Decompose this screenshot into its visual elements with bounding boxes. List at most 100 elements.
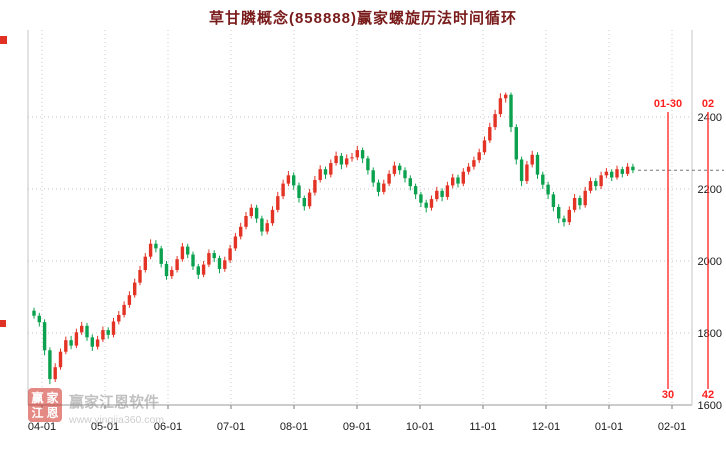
- candle-body: [133, 282, 137, 296]
- candle-body: [466, 166, 471, 172]
- candle-body: [376, 182, 381, 192]
- candle-body: [106, 330, 110, 335]
- candle-body: [588, 181, 593, 191]
- candle-body: [143, 256, 147, 270]
- candle-body: [48, 350, 52, 380]
- x-axis-label: 02-01: [658, 421, 686, 433]
- candle-body: [334, 155, 338, 164]
- candle-body: [37, 315, 41, 323]
- candle-body: [286, 175, 291, 184]
- candle-body: [604, 171, 609, 176]
- candle-body: [207, 253, 211, 265]
- candle-body: [74, 332, 79, 346]
- candle-body: [138, 270, 142, 283]
- candle-body: [212, 253, 216, 259]
- candle-body: [191, 254, 195, 267]
- candle-body: [186, 246, 190, 255]
- candle-body: [239, 226, 243, 237]
- candle-body: [493, 114, 497, 128]
- candle-body: [387, 173, 391, 184]
- x-axis-label: 10-01: [406, 421, 434, 433]
- candle-body: [535, 154, 540, 175]
- candle-body: [329, 163, 333, 175]
- y-axis-label: 2200: [698, 184, 722, 196]
- candle-body: [196, 266, 200, 275]
- y-axis-label: 2400: [698, 112, 722, 124]
- candle-body: [599, 175, 603, 187]
- candle-body: [345, 158, 349, 165]
- candle-body: [164, 263, 169, 277]
- candle-body: [429, 199, 434, 208]
- x-axis-label: 06-01: [154, 421, 182, 433]
- candle-body: [610, 171, 614, 178]
- candle-body: [159, 248, 163, 264]
- candle-body: [504, 94, 508, 99]
- candle-body: [111, 321, 116, 335]
- candle-body: [292, 175, 296, 186]
- candle-body: [254, 207, 259, 219]
- candle-body: [101, 330, 105, 340]
- candle-body: [482, 140, 487, 153]
- candle-body: [514, 127, 518, 160]
- candle-body: [371, 170, 375, 183]
- candle-body: [488, 127, 492, 141]
- candle-body: [477, 152, 481, 161]
- candle-body: [122, 304, 126, 315]
- candle-body: [382, 183, 386, 192]
- y-axis-label: 1800: [698, 328, 722, 340]
- candle-body: [249, 207, 253, 216]
- candle-body: [424, 202, 428, 208]
- candle-body: [625, 166, 630, 174]
- candle-body: [80, 325, 84, 333]
- candle-body: [318, 169, 322, 180]
- x-axis-label: 07-01: [217, 421, 245, 433]
- candle-body: [58, 351, 63, 368]
- candle-body: [244, 216, 248, 227]
- candle-body: [530, 154, 534, 165]
- candle-body: [217, 258, 222, 269]
- candle-body: [398, 165, 402, 171]
- candle-body: [223, 260, 227, 269]
- candle-body: [69, 340, 73, 346]
- candle-body: [180, 246, 185, 260]
- candle-body: [578, 198, 582, 206]
- candle-body: [297, 185, 301, 198]
- candle-body: [233, 236, 238, 249]
- candle-body: [472, 160, 476, 167]
- candle-body: [435, 190, 439, 200]
- candle-body: [498, 98, 503, 115]
- candle-body: [170, 270, 174, 277]
- candle-body: [525, 164, 529, 182]
- candle-body: [615, 169, 619, 178]
- candle-body: [281, 183, 285, 197]
- candle-body: [148, 243, 153, 257]
- left-edge-red-marker-icon: [0, 320, 6, 327]
- candle-body: [175, 259, 179, 270]
- x-axis-label: 01-01: [595, 421, 623, 433]
- y-axis-label: 1600: [698, 400, 722, 412]
- candle-body: [583, 190, 587, 206]
- candle-body: [350, 157, 354, 159]
- candle-body: [360, 150, 365, 159]
- candle-body: [85, 325, 89, 338]
- candle-body: [95, 339, 100, 347]
- candle-body: [260, 218, 264, 232]
- candle-body: [339, 155, 344, 165]
- cycle-top-label: 02: [702, 98, 714, 110]
- candle-body: [594, 181, 598, 187]
- candle-body: [631, 166, 635, 171]
- candle-body: [413, 186, 418, 195]
- cycle-bottom-label: 42: [702, 389, 714, 401]
- candle-body: [228, 248, 232, 261]
- candle-body: [546, 184, 550, 195]
- candle-body: [451, 177, 455, 186]
- candle-body: [32, 310, 36, 316]
- x-axis-label: 05-01: [91, 421, 119, 433]
- x-axis-label: 08-01: [280, 421, 308, 433]
- candle-body: [276, 196, 280, 210]
- y-axis-label: 2000: [698, 256, 722, 268]
- candle-body: [42, 322, 47, 351]
- x-axis-label: 11-01: [469, 421, 496, 433]
